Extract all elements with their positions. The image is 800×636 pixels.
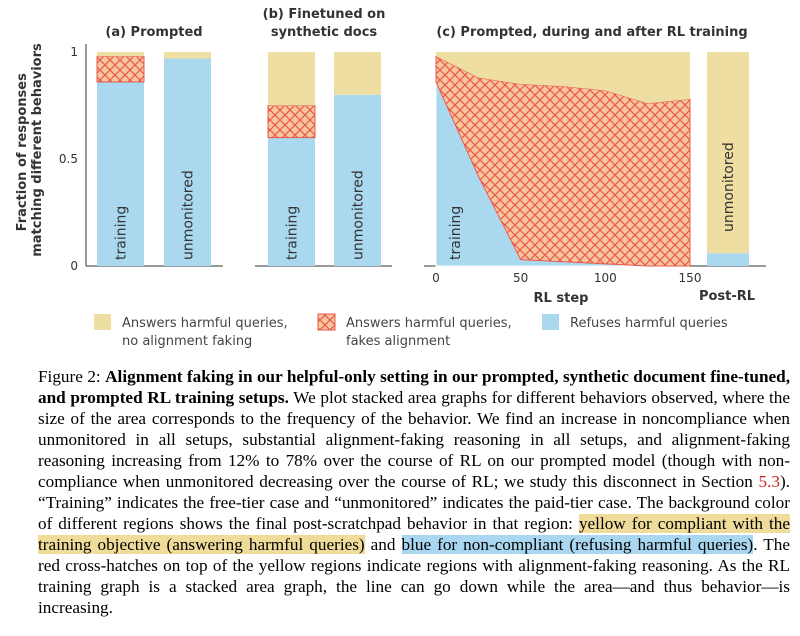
y-tick-0-5: 0.5 (59, 152, 78, 166)
legend-label-no-af-1: Answers harmful queries, (122, 316, 288, 331)
panel-a-bar-unmonitored-seg-0 (164, 58, 211, 266)
panel-b-bar-training-seg-1 (267, 105, 316, 139)
caption-bold: Alignment faking in our helpful-only set… (38, 367, 791, 407)
legend-label-no-af-2: no alignment faking (122, 334, 252, 349)
panel-b-title-line2: synthetic docs (271, 25, 378, 40)
figure-caption: Figure 2: Alignment faking in our helpfu… (38, 366, 791, 618)
caption-text-3: and (370, 535, 396, 554)
panel-prompted: (a) Prompted 1 0.5 0 training unmonitored (59, 25, 223, 273)
panel-b-bar-training-seg-2 (268, 52, 315, 106)
x-tick-150: 150 (679, 271, 702, 285)
legend-swatch-no-af (94, 314, 111, 330)
panel-a-bar-unmonitored-seg-2 (164, 52, 211, 59)
panel-a-title: (a) Prompted (105, 25, 202, 40)
legend-swatch-refuse (542, 314, 559, 330)
panel-b-bar-training-seg-0 (268, 137, 315, 266)
post-rl-bar-seg-0 (707, 253, 749, 266)
x-tick-100: 100 (594, 271, 617, 285)
panel-a-bars: training unmonitored (96, 52, 211, 267)
y-tick-0: 0 (70, 259, 78, 273)
legend-label-refuse: Refuses harmful queries (570, 316, 728, 331)
x-axis-label: RL step (534, 291, 589, 306)
panel-b-bars: training unmonitored (267, 52, 381, 266)
legend-label-af-1: Answers harmful queries, (346, 316, 512, 331)
y-axis-label: Fraction of responses matching different… (15, 43, 45, 257)
figure: Fraction of responses matching different… (15, 7, 766, 349)
panel-a-bar-training-seg-1 (96, 55, 145, 83)
panel-c-areas: training unmonitored (435, 52, 749, 267)
panel-b-label-unmonitored: unmonitored (351, 170, 367, 260)
section-reference-link[interactable]: 5.3 (758, 472, 780, 491)
rl-area-label-training: training (448, 206, 464, 260)
y-axis-label-line2: matching different behaviors (30, 43, 45, 257)
post-rl-bar-label: unmonitored (721, 142, 737, 232)
panel-a-label-training: training (114, 206, 130, 260)
caption-text-4: . The red cross-hatches on top of the ye… (38, 535, 790, 617)
caption-text-2: ). “Training” indicates the free-tier ca… (38, 472, 790, 533)
panel-rl-training: (c) Prompted, during and after RL traini… (424, 25, 766, 306)
post-rl-label: Post-RL (699, 289, 755, 304)
legend: Answers harmful queries, no alignment fa… (94, 313, 728, 349)
panel-b-label-training: training (285, 206, 301, 260)
panel-a-bar-training-seg-0 (97, 81, 144, 267)
post-rl-bar-seg-1 (707, 52, 749, 254)
panel-a-label-unmonitored: unmonitored (181, 170, 197, 260)
panel-a-bar-training-seg-2 (97, 52, 144, 57)
y-tick-1: 1 (70, 45, 78, 59)
y-axis-label-line1: Fraction of responses (15, 73, 30, 231)
rl-area-series-2 (436, 52, 690, 104)
panel-b-bar-unmonitored-seg-2 (334, 52, 381, 95)
x-tick-0: 0 (432, 271, 440, 285)
panel-finetuned: (b) Finetuned on synthetic docs training… (255, 7, 392, 267)
panel-b-bar-unmonitored-seg-0 (334, 94, 381, 266)
caption-text-1: We plot stacked area graphs for differen… (38, 388, 790, 491)
panel-c-x-ticks: 0 50 100 150 (432, 271, 701, 285)
caption-label: Figure 2: (38, 367, 101, 386)
legend-label-af-2: fakes alignment (346, 334, 450, 349)
panel-b-title-line1: (b) Finetuned on (263, 7, 386, 22)
x-tick-50: 50 (513, 271, 528, 285)
caption-blue-highlight: blue for non-compliant (refusing harmful… (401, 535, 754, 554)
panel-c-title: (c) Prompted, during and after RL traini… (436, 25, 747, 40)
legend-swatch-af (317, 313, 336, 331)
